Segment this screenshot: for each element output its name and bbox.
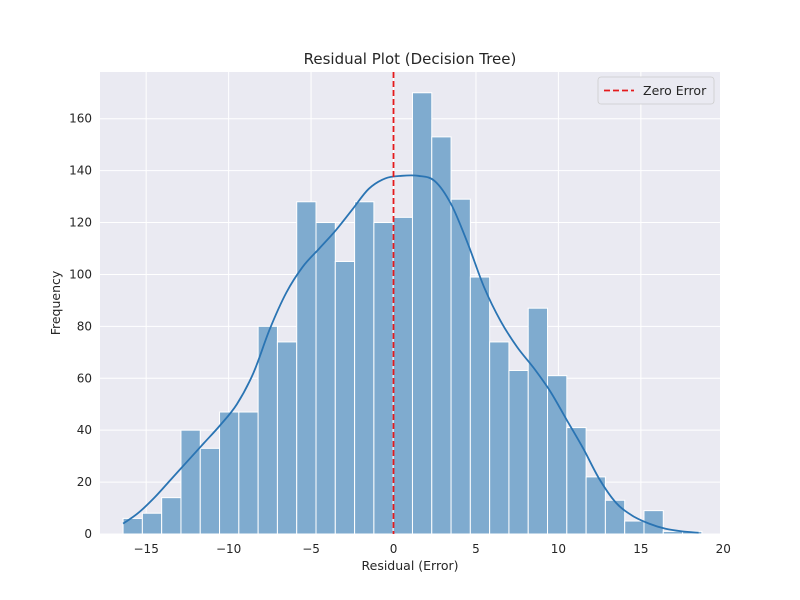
y-axis-ticks: 0 20 40 60 80 100 120 140 160 [69,112,92,541]
histogram-bar [161,497,182,535]
histogram-bar [508,369,529,535]
histogram-bar [315,222,336,535]
y-tick-label: 160 [69,112,92,126]
histogram-bar [392,216,413,535]
histogram-bar [296,201,317,535]
x-tick-label: 20 [716,542,731,556]
x-tick-label: 15 [633,542,648,556]
x-tick-label: 5 [472,542,480,556]
legend-box [597,76,715,105]
histogram-bar [373,222,394,535]
y-tick-label: 20 [77,475,92,489]
histogram-bar [527,307,549,535]
y-tick-label: 100 [69,267,92,281]
x-axis-ticks: −15 −10 −5 0 5 10 15 20 [134,542,731,556]
histogram-bar [219,411,240,535]
y-tick-label: 40 [77,423,92,437]
x-tick-label: −5 [302,542,320,556]
kde-density-curve [122,174,699,534]
legend: Zero Error [597,76,715,105]
y-tick-label: 140 [69,164,92,178]
histogram-bar [141,512,163,535]
histogram-bar [547,375,568,535]
x-tick-label: 0 [390,542,398,556]
histogram-bar [431,136,452,535]
histogram-bar [276,341,298,535]
y-tick-label: 60 [77,371,92,385]
y-tick-label: 0 [84,527,92,541]
x-tick-label: 10 [551,542,566,556]
histogram-bar [469,276,491,535]
y-axis-label: Frequency [48,270,63,335]
histogram-bars [122,92,703,535]
histogram-bar [624,520,645,535]
histogram-bar [566,427,587,535]
x-tick-label: −10 [216,542,241,556]
histogram-bar [489,341,510,535]
histogram-bar [257,325,278,535]
x-axis-label: Residual (Error) [362,558,459,573]
histogram-bar [180,429,201,535]
histogram-bar [604,499,626,535]
histogram-bar [354,201,375,535]
histogram-bar [450,198,471,535]
histogram-bar [334,260,356,535]
y-tick-label: 120 [69,216,92,230]
x-tick-label: −15 [134,542,159,556]
legend-label-zero-error: Zero Error [643,83,707,98]
histogram-bar [411,92,433,535]
chart-title: Residual Plot (Decision Tree) [304,50,517,68]
histogram-bar [238,411,259,535]
histogram-bar [199,447,221,535]
y-tick-label: 80 [77,319,92,333]
